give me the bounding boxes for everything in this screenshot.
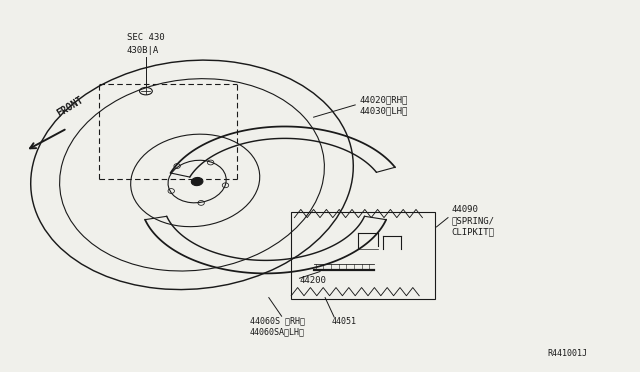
- Text: SEC 430: SEC 430: [127, 33, 164, 42]
- Text: 44051: 44051: [332, 317, 356, 326]
- Text: 44060SA〈LH〉: 44060SA〈LH〉: [250, 328, 305, 337]
- Text: 44200: 44200: [300, 276, 326, 285]
- Text: 〈SPRING/: 〈SPRING/: [451, 216, 494, 225]
- Text: 44060S 〈RH〉: 44060S 〈RH〉: [250, 317, 305, 326]
- Text: 44020〈RH〉: 44020〈RH〉: [360, 95, 408, 104]
- Text: R441001J: R441001J: [547, 349, 588, 358]
- Text: 430B|A: 430B|A: [127, 46, 159, 55]
- Text: FRONT: FRONT: [54, 95, 84, 119]
- Bar: [291, 212, 435, 299]
- Ellipse shape: [191, 177, 203, 186]
- Text: CLIPKIT〉: CLIPKIT〉: [451, 227, 494, 236]
- Text: 44090: 44090: [451, 205, 478, 214]
- Text: 44030〈LH〉: 44030〈LH〉: [360, 106, 408, 115]
